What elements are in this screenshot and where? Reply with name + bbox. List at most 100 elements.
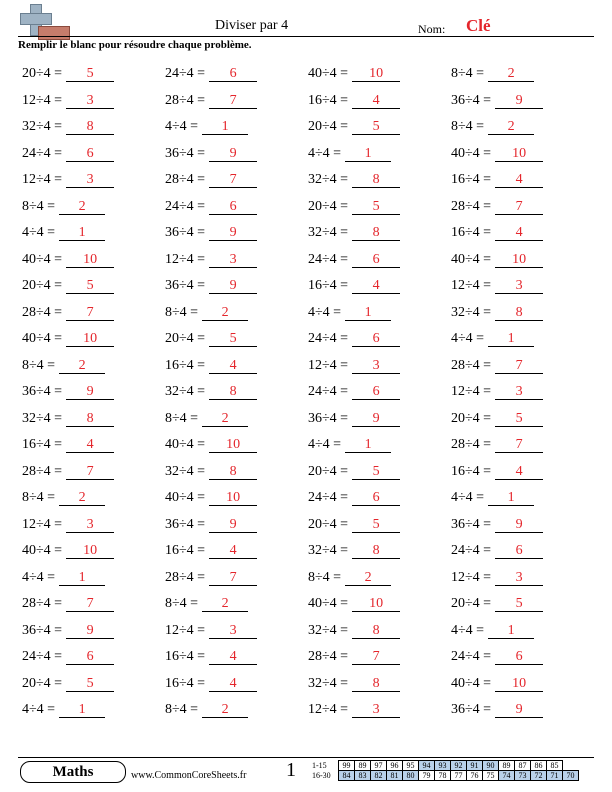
- answer-blank[interactable]: 9: [209, 278, 258, 294]
- answer-blank[interactable]: 8: [495, 305, 544, 321]
- answer-blank[interactable]: 8: [352, 543, 401, 559]
- answer-blank[interactable]: 8: [352, 623, 401, 639]
- answer-blank[interactable]: 6: [209, 199, 258, 215]
- answer-blank[interactable]: 8: [352, 225, 401, 241]
- answer-blank[interactable]: 7: [495, 199, 544, 215]
- answer-blank[interactable]: 10: [209, 490, 258, 506]
- answer-blank[interactable]: 4: [209, 358, 258, 374]
- answer-blank[interactable]: 2: [488, 119, 535, 135]
- answer-blank[interactable]: 6: [495, 649, 544, 665]
- answer-blank[interactable]: 3: [209, 252, 258, 268]
- answer-blank[interactable]: 6: [352, 252, 401, 268]
- answer-blank[interactable]: 3: [66, 172, 115, 188]
- answer-blank[interactable]: 5: [66, 278, 115, 294]
- answer-blank[interactable]: 3: [495, 570, 544, 586]
- answer-blank[interactable]: 10: [495, 676, 544, 692]
- answer-blank[interactable]: 7: [209, 570, 258, 586]
- answer-blank[interactable]: 3: [209, 623, 258, 639]
- answer-blank[interactable]: 2: [202, 411, 249, 427]
- answer-blank[interactable]: 10: [495, 252, 544, 268]
- answer-blank[interactable]: 10: [495, 146, 544, 162]
- answer-blank[interactable]: 9: [66, 384, 115, 400]
- answer-blank[interactable]: 1: [59, 702, 106, 718]
- answer-blank[interactable]: 1: [345, 305, 392, 321]
- answer-blank[interactable]: 9: [495, 517, 544, 533]
- answer-blank[interactable]: 5: [352, 517, 401, 533]
- answer-blank[interactable]: 7: [209, 93, 258, 109]
- answer-blank[interactable]: 8: [352, 172, 401, 188]
- answer-blank[interactable]: 1: [488, 490, 535, 506]
- answer-blank[interactable]: 10: [352, 596, 401, 612]
- answer-blank[interactable]: 9: [66, 623, 115, 639]
- answer-blank[interactable]: 9: [209, 225, 258, 241]
- answer-blank[interactable]: 1: [202, 119, 249, 135]
- answer-blank[interactable]: 3: [66, 517, 115, 533]
- answer-blank[interactable]: 9: [209, 517, 258, 533]
- answer-blank[interactable]: 3: [66, 93, 115, 109]
- answer-blank[interactable]: 2: [202, 305, 249, 321]
- answer-blank[interactable]: 3: [495, 278, 544, 294]
- answer-blank[interactable]: 10: [66, 252, 115, 268]
- answer-blank[interactable]: 3: [352, 358, 401, 374]
- answer-blank[interactable]: 4: [352, 93, 401, 109]
- answer-blank[interactable]: 9: [352, 411, 401, 427]
- answer-blank[interactable]: 4: [66, 437, 115, 453]
- answer-blank[interactable]: 5: [209, 331, 258, 347]
- answer-blank[interactable]: 6: [495, 543, 544, 559]
- answer-blank[interactable]: 5: [352, 464, 401, 480]
- answer-blank[interactable]: 5: [352, 199, 401, 215]
- answer-blank[interactable]: 4: [495, 225, 544, 241]
- answer-blank[interactable]: 4: [209, 543, 258, 559]
- answer-blank[interactable]: 5: [495, 411, 544, 427]
- answer-blank[interactable]: 6: [66, 146, 115, 162]
- answer-blank[interactable]: 8: [352, 676, 401, 692]
- answer-blank[interactable]: 8: [66, 119, 115, 135]
- answer-blank[interactable]: 1: [59, 225, 106, 241]
- answer-blank[interactable]: 7: [495, 437, 544, 453]
- answer-blank[interactable]: 4: [495, 464, 544, 480]
- answer-blank[interactable]: 7: [66, 305, 115, 321]
- answer-blank[interactable]: 1: [59, 570, 106, 586]
- answer-blank[interactable]: 1: [345, 437, 392, 453]
- answer-blank[interactable]: 6: [352, 331, 401, 347]
- answer-blank[interactable]: 4: [209, 676, 258, 692]
- answer-blank[interactable]: 1: [488, 623, 535, 639]
- answer-blank[interactable]: 9: [495, 93, 544, 109]
- answer-blank[interactable]: 1: [488, 331, 535, 347]
- answer-blank[interactable]: 9: [495, 702, 544, 718]
- answer-blank[interactable]: 6: [66, 649, 115, 665]
- answer-blank[interactable]: 5: [66, 66, 115, 82]
- answer-blank[interactable]: 5: [495, 596, 544, 612]
- answer-blank[interactable]: 4: [209, 649, 258, 665]
- answer-blank[interactable]: 2: [59, 358, 106, 374]
- answer-blank[interactable]: 5: [352, 119, 401, 135]
- answer-blank[interactable]: 7: [352, 649, 401, 665]
- answer-blank[interactable]: 10: [66, 331, 115, 347]
- answer-blank[interactable]: 10: [209, 437, 258, 453]
- answer-blank[interactable]: 8: [209, 464, 258, 480]
- answer-blank[interactable]: 2: [345, 570, 392, 586]
- answer-blank[interactable]: 7: [495, 358, 544, 374]
- answer-blank[interactable]: 2: [202, 596, 249, 612]
- answer-blank[interactable]: 1: [345, 146, 392, 162]
- answer-blank[interactable]: 7: [66, 464, 115, 480]
- answer-blank[interactable]: 10: [66, 543, 115, 559]
- answer-blank[interactable]: 3: [352, 702, 401, 718]
- answer-blank[interactable]: 6: [352, 384, 401, 400]
- answer-blank[interactable]: 5: [66, 676, 115, 692]
- answer-blank[interactable]: 8: [66, 411, 115, 427]
- answer-blank[interactable]: 2: [59, 490, 106, 506]
- answer-blank[interactable]: 10: [352, 66, 401, 82]
- answer-blank[interactable]: 6: [209, 66, 258, 82]
- answer-blank[interactable]: 4: [352, 278, 401, 294]
- answer-blank[interactable]: 2: [488, 66, 535, 82]
- answer-blank[interactable]: 9: [209, 146, 258, 162]
- answer-blank[interactable]: 2: [59, 199, 106, 215]
- answer-blank[interactable]: 4: [495, 172, 544, 188]
- answer-blank[interactable]: 3: [495, 384, 544, 400]
- answer-blank[interactable]: 6: [352, 490, 401, 506]
- answer-blank[interactable]: 2: [202, 702, 249, 718]
- answer-blank[interactable]: 8: [209, 384, 258, 400]
- answer-blank[interactable]: 7: [209, 172, 258, 188]
- answer-blank[interactable]: 7: [66, 596, 115, 612]
